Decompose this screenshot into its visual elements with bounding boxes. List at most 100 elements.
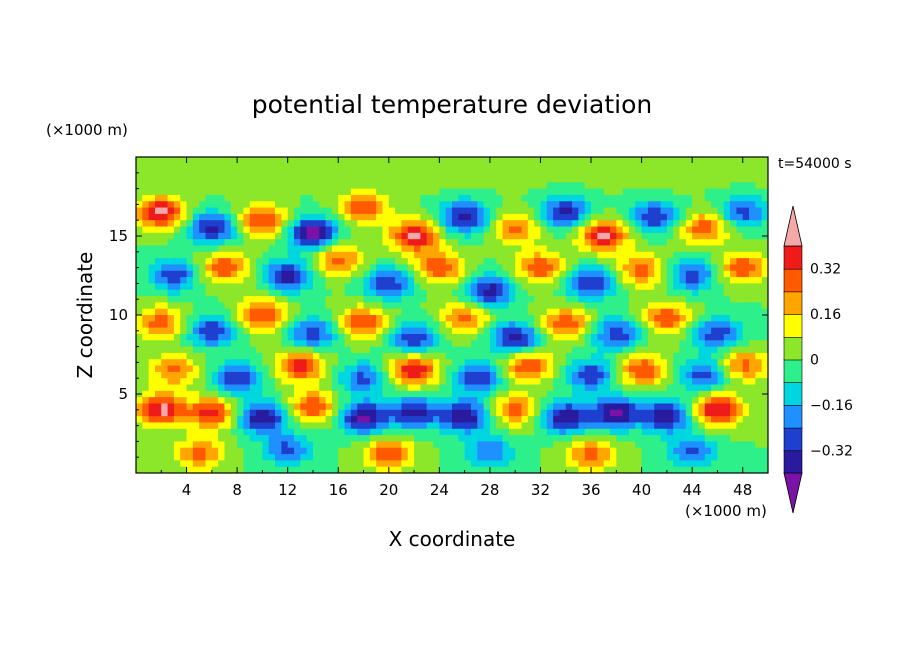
heatmap-cell [199,194,207,202]
heatmap-cell [199,397,207,405]
heatmap-cell [363,245,371,253]
heatmap-cell [325,264,333,272]
heatmap-cell [414,296,421,303]
heatmap-cell [426,359,434,367]
heatmap-cell [395,340,403,348]
heatmap-cell [534,352,542,360]
heatmap-cell [477,308,485,316]
heatmap-cell [654,321,662,329]
heatmap-cell [161,321,169,329]
heatmap-cell [287,327,295,335]
heatmap-cell [237,352,245,360]
heatmap-cell [635,226,643,234]
heatmap-cell [445,359,453,367]
heatmap-cell [483,251,491,259]
heatmap-cell [300,302,308,310]
heatmap-cell [350,175,358,183]
heatmap-cell [180,321,188,329]
heatmap-cell [401,239,409,247]
heatmap-cell [477,213,485,221]
heatmap-cell [211,245,219,253]
heatmap-cell [483,454,491,461]
heatmap-cell [161,359,169,367]
heatmap-cell [647,296,655,303]
heatmap-cell [331,302,339,310]
heatmap-cell [559,283,567,291]
heatmap-cell [647,213,655,221]
heatmap-cell [572,409,579,417]
heatmap-cell [742,258,750,266]
heatmap-cell [401,365,409,373]
heatmap-cell [755,409,763,417]
heatmap-cell [679,258,687,266]
heatmap-cell [414,340,421,348]
heatmap-cell [553,251,561,259]
heatmap-cell [369,327,377,335]
heatmap-cell [616,182,624,190]
heatmap-cell [256,365,263,373]
heatmap-cell [723,213,731,221]
heatmap-cell [237,371,245,379]
heatmap-cell [142,359,150,367]
heatmap-cell [521,416,529,424]
heatmap-cell [338,182,346,190]
heatmap-cell [167,194,175,202]
heatmap-cell [161,378,169,386]
heatmap-cell [205,340,213,348]
heatmap-cell [426,277,434,284]
heatmap-cell [591,226,598,234]
heatmap-cell [742,308,750,316]
heatmap-cell [306,169,314,177]
heatmap-cell [553,454,561,461]
heatmap-cell [136,359,143,367]
heatmap-cell [515,296,523,303]
heatmap-cell [749,435,756,442]
heatmap-cell [483,428,491,436]
heatmap-cell [458,283,466,291]
heatmap-cell [325,441,333,449]
heatmap-cell [666,296,674,303]
heatmap-cell [679,327,687,335]
heatmap-cell [369,359,377,367]
heatmap-cell [591,397,598,405]
heatmap-cell [256,435,263,442]
heatmap-cell [647,333,655,341]
heatmap-cell [325,308,333,316]
heatmap-cell [237,397,245,405]
heatmap-cell [256,327,263,335]
heatmap-cell [439,378,447,386]
heatmap-cell [180,441,188,449]
heatmap-cell [395,397,403,405]
heatmap-cell [546,182,554,190]
heatmap-cell [660,251,668,259]
heatmap-cell [420,340,428,348]
heatmap-cell [167,296,175,303]
heatmap-cell [300,232,308,240]
heatmap-cell [281,289,289,297]
heatmap-cell [496,371,504,379]
heatmap-cell [679,182,687,190]
heatmap-cell [433,460,440,468]
heatmap-cell [704,390,712,398]
heatmap-cell [458,428,466,436]
heatmap-cell [654,447,662,455]
heatmap-cell [388,270,396,278]
heatmap-cell [275,251,282,259]
heatmap-cell [433,447,440,455]
heatmap-cell [470,175,478,183]
heatmap-cell [300,220,308,228]
heatmap-cell [382,258,390,266]
heatmap-cell [369,245,377,253]
heatmap-cell [508,321,516,329]
heatmap-cell [698,441,706,449]
heatmap-cell [180,283,188,291]
heatmap-cell [218,435,226,442]
heatmap-cell [635,296,643,303]
heatmap-cell [350,422,358,430]
heatmap-cell [660,175,668,183]
heatmap-cell [344,264,352,272]
heatmap-cell [496,422,504,430]
heatmap-cell [660,239,668,247]
heatmap-cell [616,226,624,234]
